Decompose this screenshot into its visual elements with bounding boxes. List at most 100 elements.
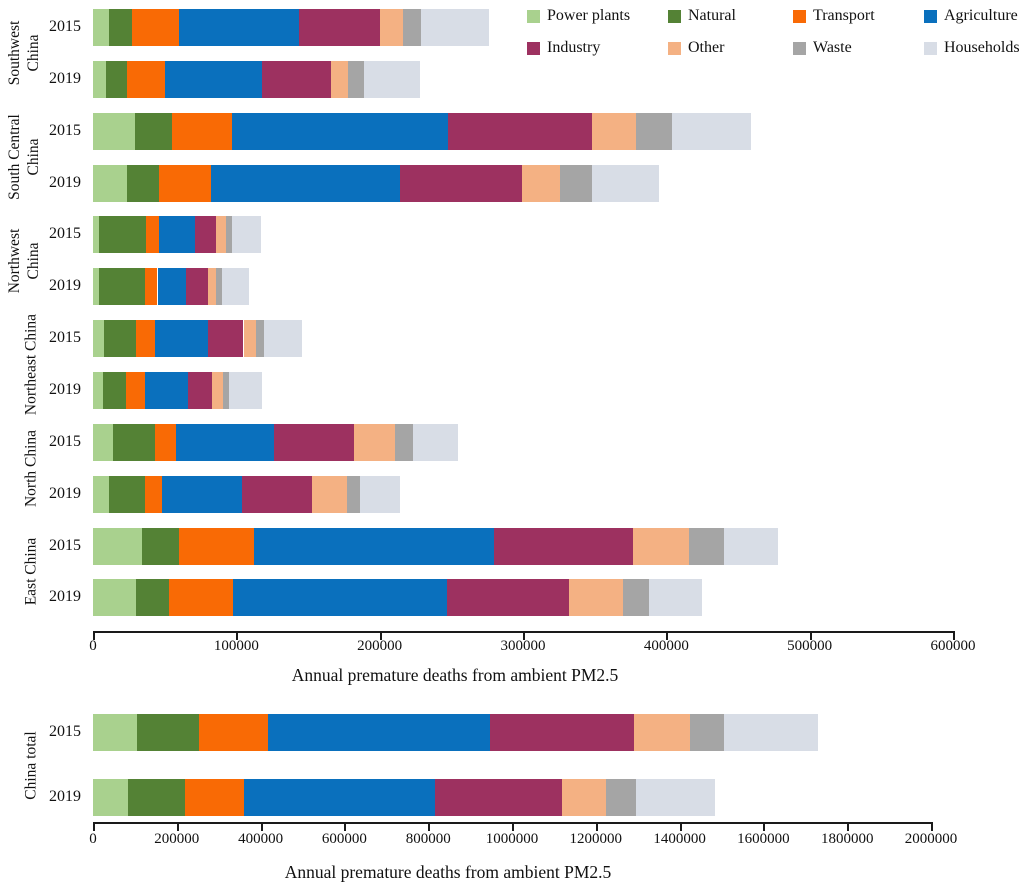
bar-segment-northeast-china-2015-households xyxy=(263,320,303,358)
x-axis-tick xyxy=(523,633,525,640)
bar-segment-northwest-china-2015-power-plants xyxy=(93,216,99,254)
x-axis-tick-label: 1000000 xyxy=(485,831,539,847)
bar-segment-northwest-china-2019-transport xyxy=(144,268,158,306)
year-label-northwest-china-2015: 2015 xyxy=(49,225,81,243)
bar-segment-china-total-2015-industry xyxy=(490,714,635,751)
year-label-southwest-china-2015: 2015 xyxy=(49,18,81,35)
legend-label: Other xyxy=(688,39,725,56)
bar-segment-china-total-2019-transport xyxy=(184,779,244,816)
x-axis-line xyxy=(93,822,933,824)
bar-segment-east-china-2015-waste xyxy=(689,527,724,565)
bar-segment-south-central-china-2015-agriculture xyxy=(232,112,449,150)
bar-segment-china-total-2015-power-plants xyxy=(93,714,137,751)
bar-segment-china-total-2019-households xyxy=(636,779,715,816)
legend-item-households: Households xyxy=(924,39,1020,57)
x-axis-tick xyxy=(931,824,933,831)
bar-segment-southwest-china-2015-waste xyxy=(402,9,422,46)
bar-segment-north-china-2015-power-plants xyxy=(93,423,114,461)
legend-swatch-transport xyxy=(793,9,806,23)
bar-segment-southwest-china-2019-industry xyxy=(262,60,331,98)
bar-segment-south-central-china-2015-transport xyxy=(171,112,233,150)
bar-segment-china-total-2019-other xyxy=(561,779,606,816)
legend-item-transport: Transport xyxy=(793,7,875,25)
bar-segment-east-china-2015-other xyxy=(633,527,690,565)
bar-segment-northeast-china-2015-transport xyxy=(136,320,155,358)
bar-segment-southwest-china-2019-other xyxy=(330,60,349,98)
x-axis-tick xyxy=(595,824,598,831)
x-axis-tick-label: 300000 xyxy=(500,638,546,654)
bar-segment-east-china-2019-power-plants xyxy=(93,579,136,617)
bar-segment-east-china-2019-natural xyxy=(136,579,169,617)
bar-segment-east-china-2015-transport xyxy=(179,527,254,565)
bar-segment-northeast-china-2015-waste xyxy=(256,320,264,358)
region-label-east-china: East China xyxy=(22,538,40,606)
bar-segment-south-central-china-2015-waste xyxy=(636,112,673,150)
bar-segment-southwest-china-2015-natural xyxy=(108,9,132,46)
x-axis-tick xyxy=(93,824,95,831)
bar-segment-china-total-2015-natural xyxy=(136,714,199,751)
bar-segment-southwest-china-2019-agriculture xyxy=(164,60,263,98)
x-axis-tick-label: 1200000 xyxy=(569,831,623,847)
year-label-northeast-china-2015: 2015 xyxy=(49,329,81,347)
bar-segment-northeast-china-2015-natural xyxy=(104,320,136,358)
bar-segment-north-china-2019-natural xyxy=(108,475,145,513)
bar-segment-northwest-china-2019-waste xyxy=(216,268,222,306)
bar-segment-north-china-2019-power-plants xyxy=(93,475,109,513)
legend-label: Waste xyxy=(813,39,852,56)
bar-segment-northeast-china-2019-power-plants xyxy=(93,371,104,409)
x-axis-tick xyxy=(679,824,682,831)
bar-segment-northwest-china-2015-waste xyxy=(226,216,233,254)
bar-segment-northwest-china-2019-households xyxy=(222,268,250,306)
bar-segment-southwest-china-2015-power-plants xyxy=(93,9,109,46)
year-label-northwest-china-2019: 2019 xyxy=(49,277,81,295)
year-label-china-total-2019: 2019 xyxy=(49,788,81,805)
x-axis-tick xyxy=(666,633,669,640)
bar-segment-northwest-china-2015-households xyxy=(232,216,261,254)
bar-segment-north-china-2019-households xyxy=(359,475,400,513)
bar-segment-south-central-china-2019-industry xyxy=(399,164,522,202)
bar-segment-southwest-china-2019-transport xyxy=(127,60,165,98)
bar-segment-northeast-china-2015-industry xyxy=(207,320,244,358)
bar-segment-north-china-2015-natural xyxy=(113,423,155,461)
bar-segment-east-china-2019-households xyxy=(649,579,703,617)
bar-segment-east-china-2015-households xyxy=(723,527,779,565)
bar-segment-east-china-2015-natural xyxy=(141,527,179,565)
bar-segment-east-china-2019-other xyxy=(568,579,624,617)
x-axis-tick-label: 600000 xyxy=(321,831,367,847)
legend-label: Transport xyxy=(813,7,875,24)
x-axis-tick xyxy=(176,824,179,831)
bar-segment-north-china-2015-transport xyxy=(154,423,177,461)
bar-segment-southwest-china-2019-households xyxy=(363,60,420,98)
bar-segment-northeast-china-2019-transport xyxy=(125,371,145,409)
x-axis-tick-label: 1400000 xyxy=(653,831,706,847)
bar-segment-northwest-china-2019-power-plants xyxy=(93,268,99,306)
year-label-east-china-2015: 2015 xyxy=(49,536,81,554)
bar-segment-east-china-2019-transport xyxy=(168,579,234,617)
bar-segment-south-central-china-2019-power-plants xyxy=(93,164,128,202)
x-axis-title-total: Annual premature deaths from ambient PM2… xyxy=(284,862,612,882)
year-label-north-china-2015: 2015 xyxy=(49,432,81,450)
bar-segment-east-china-2015-industry xyxy=(494,527,634,565)
legend-swatch-industry xyxy=(527,41,540,55)
bar-segment-northeast-china-2015-other xyxy=(243,320,257,358)
x-axis-tick xyxy=(236,633,239,640)
legend-item-power-plants: Power plants xyxy=(527,7,630,25)
year-label-east-china-2019: 2019 xyxy=(49,588,81,606)
legend-item-waste: Waste xyxy=(793,39,852,57)
bar-segment-north-china-2015-industry xyxy=(273,423,354,461)
bar-segment-northwest-china-2019-natural xyxy=(98,268,145,306)
x-axis-tick-label: 200000 xyxy=(357,638,403,654)
x-axis-tick-label: 1800000 xyxy=(820,831,874,847)
x-axis-tick xyxy=(344,824,347,831)
bar-segment-southwest-china-2019-waste xyxy=(348,60,364,98)
bar-segment-south-central-china-2019-households xyxy=(591,164,660,202)
bar-segment-china-total-2019-agriculture xyxy=(243,779,436,816)
bar-segment-south-central-china-2015-households xyxy=(672,112,751,150)
x-axis-tick xyxy=(260,824,263,831)
bar-segment-china-total-2019-waste xyxy=(605,779,636,816)
bar-segment-south-central-china-2019-agriculture xyxy=(210,164,400,202)
bar-segment-east-china-2019-agriculture xyxy=(233,579,448,617)
bar-segment-east-china-2015-agriculture xyxy=(253,527,495,565)
x-axis-tick xyxy=(428,824,431,831)
bar-segment-northwest-china-2015-other xyxy=(216,216,227,254)
